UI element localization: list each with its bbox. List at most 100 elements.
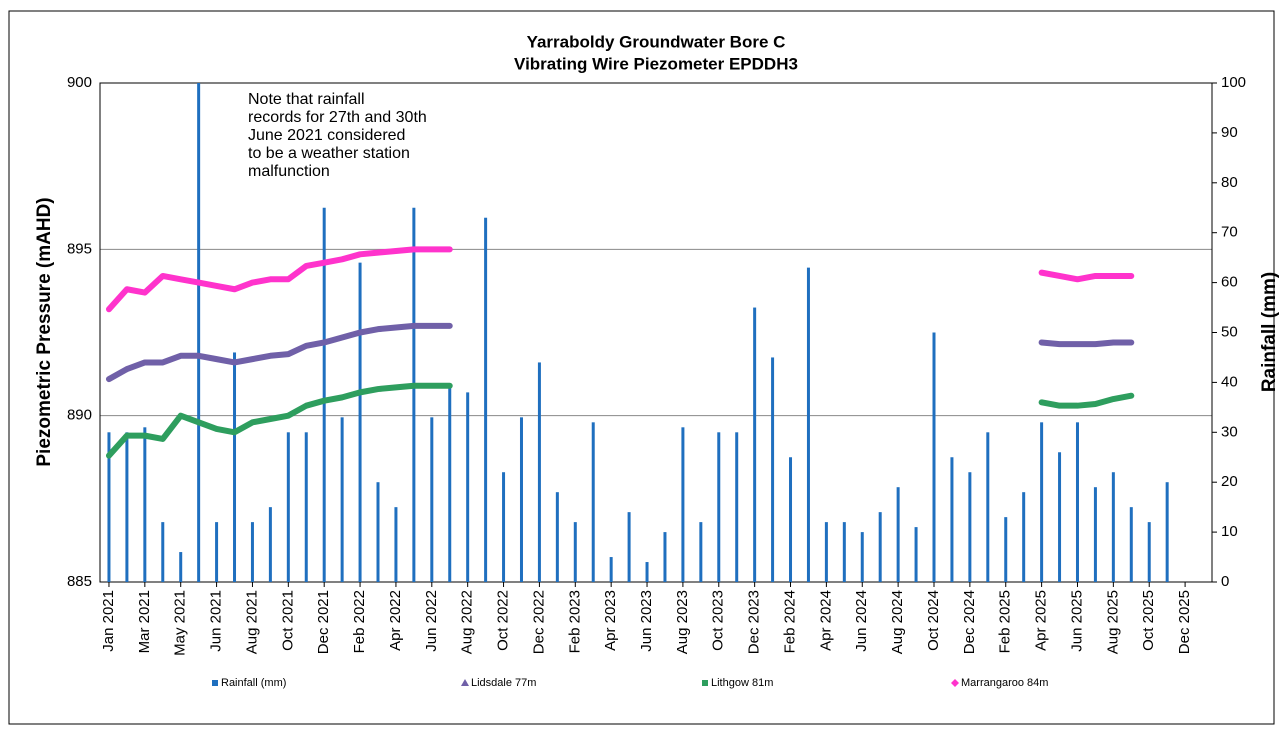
rain-bar (627, 512, 631, 582)
y2-tick-label: 50 (1221, 323, 1238, 340)
rain-bar (789, 457, 793, 582)
rain-bar (753, 307, 757, 582)
rain-bar (717, 432, 721, 582)
x-tick-label: Feb 2022 (351, 590, 368, 653)
y-tick-label: 900 (67, 74, 92, 91)
chart-border (8, 10, 1275, 725)
rain-bar (609, 557, 613, 582)
y2-tick-label: 30 (1221, 423, 1238, 440)
rain-bar (376, 482, 380, 582)
x-tick-label: Feb 2025 (997, 590, 1014, 653)
rain-bar (537, 362, 541, 582)
rain-bar (932, 332, 936, 582)
rain-bar (986, 432, 990, 582)
rain-bar (1058, 452, 1062, 582)
rain-bar (286, 432, 290, 582)
rain-bar (663, 532, 667, 582)
rain-bar (448, 387, 452, 582)
rain-bar (645, 562, 649, 582)
x-tick-label: Jun 2022 (423, 590, 440, 652)
rain-bar (304, 432, 308, 582)
legend-label: Marrangaroo 84m (961, 677, 1048, 689)
legend-marker (702, 680, 708, 686)
rain-bar (107, 432, 111, 582)
x-tick-label: Aug 2021 (243, 590, 260, 654)
legend-marker (212, 680, 218, 686)
plot-area (99, 82, 1213, 583)
rain-bar (914, 527, 918, 582)
rain-bar (1165, 482, 1169, 582)
legend-marker (461, 679, 469, 686)
rain-bar (591, 422, 595, 582)
chart-title: Vibrating Wire Piezometer EPDDH3 (514, 54, 798, 73)
x-tick-label: Oct 2024 (925, 590, 942, 651)
y-tick-label: 895 (67, 240, 92, 257)
legend-marker (951, 679, 959, 687)
x-tick-label: Dec 2025 (1176, 590, 1193, 654)
rain-bar (268, 507, 272, 582)
rain-bar (950, 457, 954, 582)
x-tick-label: May 2021 (172, 590, 189, 656)
annotation: to be a weather station (248, 145, 410, 162)
rain-bar (233, 352, 237, 582)
x-tick-label: Feb 2024 (781, 590, 798, 653)
y2-tick-label: 80 (1221, 174, 1238, 191)
rain-bar (322, 207, 326, 582)
rain-bar (1147, 522, 1151, 582)
rain-bar (502, 472, 506, 582)
y2-tick-label: 20 (1221, 473, 1238, 490)
rain-bar (1022, 492, 1026, 582)
x-tick-label: Feb 2023 (566, 590, 583, 653)
rain-bar (1075, 422, 1079, 582)
rain-bar (484, 217, 488, 583)
rain-bar (466, 392, 470, 582)
x-tick-label: Aug 2025 (1104, 590, 1121, 654)
rain-bar (179, 552, 183, 582)
rain-bar (340, 417, 344, 582)
rain-bar (1111, 472, 1115, 582)
y2-tick-label: 40 (1221, 373, 1238, 390)
x-tick-label: Jun 2025 (1068, 590, 1085, 652)
x-tick-label: Oct 2021 (279, 590, 296, 651)
rain-bar (699, 522, 703, 582)
annotation: Note that rainfall (248, 91, 365, 108)
x-tick-label: Apr 2025 (1033, 590, 1050, 651)
rain-bar (771, 357, 775, 582)
rain-bar (215, 522, 219, 582)
rain-bar (161, 522, 165, 582)
rain-bar (250, 522, 254, 582)
rain-bar (968, 472, 972, 582)
rain-bar (735, 432, 739, 582)
annotation: June 2021 considered (248, 127, 405, 144)
x-tick-label: Dec 2024 (961, 590, 978, 654)
series-line (105, 322, 1135, 383)
x-tick-label: Mar 2021 (136, 590, 153, 653)
y-tick-label: 890 (67, 407, 92, 424)
y2-tick-label: 0 (1221, 573, 1229, 590)
rain-bar (878, 512, 882, 582)
rain-bar (573, 522, 577, 582)
x-tick-label: Oct 2022 (495, 590, 512, 651)
x-tick-label: Dec 2021 (315, 590, 332, 654)
rain-bar (681, 427, 685, 582)
y-tick-label: 885 (67, 573, 92, 590)
x-tick-label: Jun 2021 (208, 590, 225, 652)
annotation: malfunction (248, 163, 330, 180)
x-tick-label: Apr 2022 (387, 590, 404, 651)
chart-title: Yarraboldy Groundwater Bore C (527, 32, 786, 51)
y2-tick-label: 10 (1221, 523, 1238, 540)
x-tick-label: Oct 2025 (1140, 590, 1157, 651)
rain-bar (125, 432, 129, 582)
rain-bar (555, 492, 559, 582)
rain-bar (896, 487, 900, 582)
y2-tick-label: 70 (1221, 224, 1238, 241)
x-tick-label: Dec 2023 (746, 590, 763, 654)
x-tick-label: Oct 2023 (710, 590, 727, 651)
rain-bar (806, 267, 810, 582)
rain-bar (1004, 517, 1008, 582)
rain-bar (197, 83, 201, 582)
x-tick-label: Aug 2023 (674, 590, 691, 654)
annotation: records for 27th and 30th (248, 109, 427, 126)
